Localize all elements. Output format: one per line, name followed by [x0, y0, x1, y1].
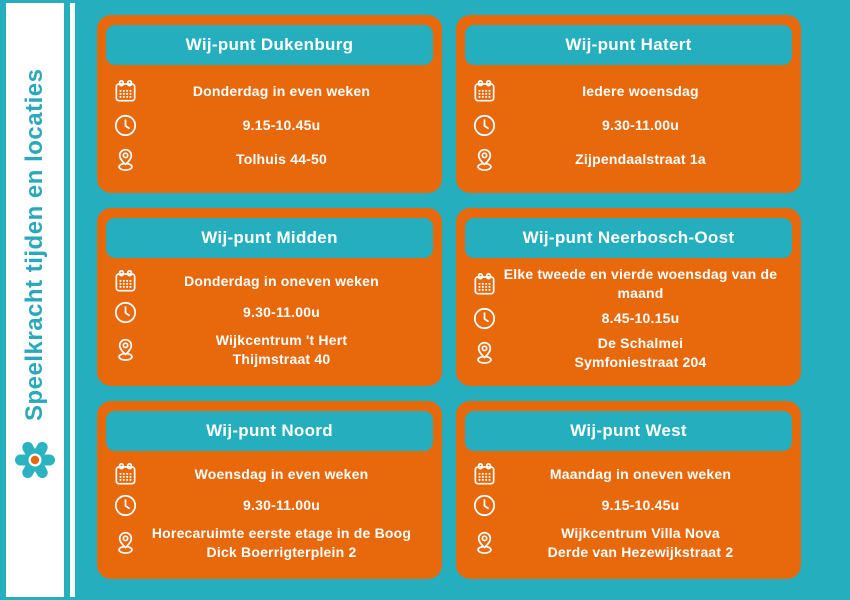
location-pin-icon [471, 530, 497, 556]
calendar-icon [471, 461, 497, 487]
time-row: 9.15-10.45u [112, 113, 431, 139]
location-text: Wijkcentrum Villa Nova Derde van Hezewij… [547, 524, 734, 560]
card-header: Wij-punt Midden [106, 218, 433, 258]
schedule-row: Donderdag in oneven weken [112, 268, 431, 294]
schedule-text: Elke tweede en vierde woensdag van de ma… [503, 266, 778, 302]
calendar-icon [112, 268, 138, 294]
cards-grid: Wij-punt Dukenburg Donder [97, 15, 801, 579]
card-header: Wij-punt West [465, 411, 792, 451]
card-body: Woensdag in even weken 9.30-11.00u [106, 451, 433, 567]
clock-icon [471, 113, 497, 139]
time-text: 8.45-10.15u [601, 310, 680, 327]
card-header: Wij-punt Noord [106, 411, 433, 451]
card-body: Donderdag in even weken 9.15-10.45u [106, 65, 433, 181]
time-text: 9.15-10.45u [242, 117, 321, 134]
location-row: Wijkcentrum Villa Nova Derde van Hezewij… [471, 524, 790, 562]
time-text: 9.15-10.45u [601, 497, 680, 514]
wij-punt-card: Wij-punt Neerbosch-Oost E [456, 208, 801, 386]
location-pin-icon [112, 530, 138, 556]
wij-punt-card: Wij-punt Midden Donderdag [97, 208, 442, 386]
card-body: Iedere woensdag 9.30-11.00u [465, 65, 792, 181]
card-title: Wij-punt Hatert [565, 35, 692, 54]
location-row: De Schalmei Symfoniestraat 204 [471, 334, 790, 372]
card-title: Wij-punt Midden [201, 228, 338, 247]
card-title: Wij-punt Noord [206, 421, 333, 440]
card-header: Wij-punt Dukenburg [106, 25, 433, 65]
time-text: 9.30-11.00u [243, 497, 320, 514]
location-text: Zijpendaalstraat 1a [575, 151, 706, 168]
page-title: Speelkracht tijden en locaties [21, 68, 48, 421]
location-text: Tolhuis 44-50 [235, 151, 328, 168]
location-row: Wijkcentrum 't Hert Thijmstraat 40 [112, 331, 431, 369]
time-text: 9.30-11.00u [602, 117, 679, 134]
card-body: Elke tweede en vierde woensdag van de ma… [465, 258, 792, 374]
location-text: De Schalmei Symfoniestraat 204 [574, 334, 707, 370]
calendar-icon [471, 271, 497, 297]
wij-punt-card: Wij-punt Noord Woensdag i [97, 401, 442, 579]
clock-icon [471, 493, 497, 519]
location-row: Horecaruimte eerste etage in de Boog Dic… [112, 524, 431, 562]
sidebar-bar: Speelkracht tijden en locaties [6, 3, 64, 597]
calendar-icon [112, 461, 138, 487]
calendar-icon [471, 78, 497, 104]
schedule-row: Maandag in oneven weken [471, 461, 790, 487]
location-pin-icon [112, 337, 138, 363]
time-text: 9.30-11.00u [243, 304, 320, 321]
location-row: Tolhuis 44-50 [112, 147, 431, 173]
clock-icon [471, 306, 497, 332]
time-row: 9.30-11.00u [471, 113, 790, 139]
schedule-row: Elke tweede en vierde woensdag van de ma… [471, 265, 790, 303]
sidebar-accent-stripe [70, 3, 75, 597]
flower-asterisk-icon [13, 437, 57, 485]
card-title: Wij-punt West [570, 421, 687, 440]
schedule-text: Woensdag in even weken [194, 465, 369, 482]
time-row: 9.30-11.00u [112, 300, 431, 326]
location-text: Wijkcentrum 't Hert Thijmstraat 40 [215, 331, 348, 367]
location-pin-icon [112, 147, 138, 173]
wij-punt-card: Wij-punt Hatert Iedere wo [456, 15, 801, 193]
wij-punt-card: Wij-punt West Maandag in [456, 401, 801, 579]
clock-icon [112, 300, 138, 326]
schedule-text: Donderdag in oneven weken [184, 272, 379, 289]
schedule-row: Iedere woensdag [471, 78, 790, 104]
clock-icon [112, 113, 138, 139]
schedule-row: Donderdag in even weken [112, 78, 431, 104]
schedule-text: Donderdag in even weken [192, 82, 371, 99]
card-title: Wij-punt Neerbosch-Oost [522, 228, 735, 247]
time-row: 9.30-11.00u [112, 493, 431, 519]
card-header: Wij-punt Neerbosch-Oost [465, 218, 792, 258]
card-header: Wij-punt Hatert [465, 25, 792, 65]
schedule-text: Maandag in oneven weken [549, 465, 732, 482]
schedule-text: Iedere woensdag [582, 82, 699, 99]
location-pin-icon [471, 147, 497, 173]
location-row: Zijpendaalstraat 1a [471, 147, 790, 173]
location-text: Horecaruimte eerste etage in de Boog Dic… [151, 524, 412, 560]
card-body: Maandag in oneven weken 9.15-10.45u [465, 451, 792, 567]
wij-punt-card: Wij-punt Dukenburg Donder [97, 15, 442, 193]
card-body: Donderdag in oneven weken 9.30-11.00u [106, 258, 433, 374]
schedule-row: Woensdag in even weken [112, 461, 431, 487]
clock-icon [112, 493, 138, 519]
location-pin-icon [471, 340, 497, 366]
calendar-icon [112, 78, 138, 104]
time-row: 9.15-10.45u [471, 493, 790, 519]
card-title: Wij-punt Dukenburg [185, 35, 354, 54]
time-row: 8.45-10.15u [471, 306, 790, 332]
